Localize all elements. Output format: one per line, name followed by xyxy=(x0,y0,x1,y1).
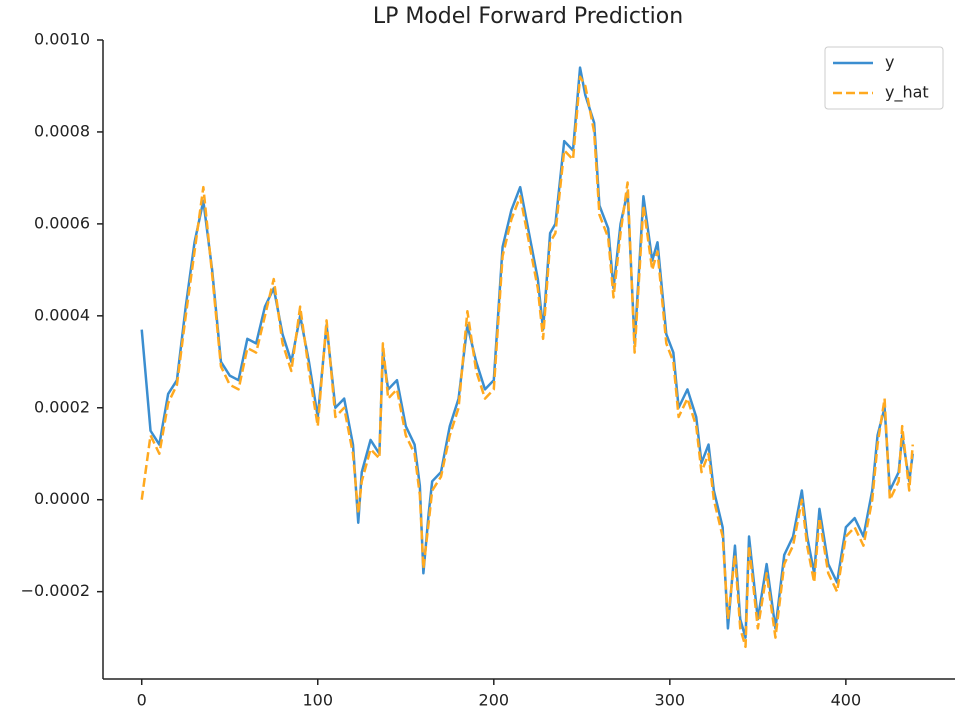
y-tick-label: 0.0000 xyxy=(34,489,90,508)
series-line xyxy=(140,75,914,649)
x-tick-label: 400 xyxy=(831,691,862,710)
y-tick-label: 0.0006 xyxy=(34,213,90,232)
legend: y y_hat xyxy=(824,46,944,110)
x-tick-label: 0 xyxy=(137,691,147,710)
y-tick-label: 0.0004 xyxy=(34,305,90,324)
y-tick-label: 0.0008 xyxy=(34,121,90,140)
chart-title: LP Model Forward Prediction xyxy=(373,4,683,29)
y-tick-label: 0.0002 xyxy=(34,397,90,416)
x-tick-label: 200 xyxy=(479,691,510,710)
legend-label: y xyxy=(885,53,894,72)
x-tick-label: 300 xyxy=(655,691,686,710)
y-tick-label: −0.0002 xyxy=(21,581,90,600)
y-tick-label: 0.0010 xyxy=(34,30,90,49)
x-tick-label: 100 xyxy=(302,691,333,710)
legend-label: y_hat xyxy=(885,83,929,103)
